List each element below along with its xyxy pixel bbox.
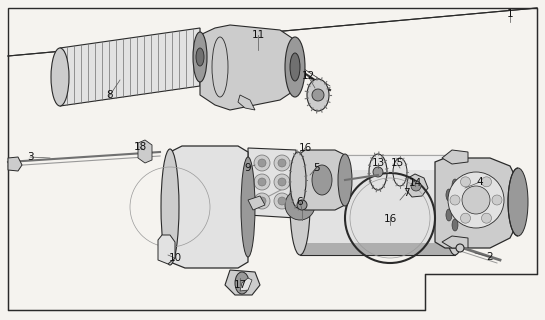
Polygon shape xyxy=(442,150,468,164)
Text: 13: 13 xyxy=(371,158,385,168)
Circle shape xyxy=(278,197,286,205)
Ellipse shape xyxy=(51,48,69,106)
Text: 12: 12 xyxy=(301,71,314,81)
Circle shape xyxy=(254,193,270,209)
Ellipse shape xyxy=(196,48,204,66)
Polygon shape xyxy=(300,155,455,170)
Circle shape xyxy=(450,195,460,205)
Polygon shape xyxy=(225,270,260,295)
Text: 16: 16 xyxy=(298,143,312,153)
Text: 6: 6 xyxy=(296,197,304,207)
Ellipse shape xyxy=(393,158,407,186)
Polygon shape xyxy=(238,95,255,110)
Circle shape xyxy=(274,193,290,209)
Text: 14: 14 xyxy=(408,178,422,188)
Circle shape xyxy=(492,195,502,205)
Circle shape xyxy=(278,159,286,167)
Polygon shape xyxy=(158,235,175,264)
Polygon shape xyxy=(8,157,22,171)
Polygon shape xyxy=(435,158,518,248)
Circle shape xyxy=(481,177,492,187)
Text: 4: 4 xyxy=(477,177,483,187)
Text: 9: 9 xyxy=(245,163,251,173)
Circle shape xyxy=(456,244,464,252)
Circle shape xyxy=(461,177,470,187)
Ellipse shape xyxy=(285,37,305,97)
Ellipse shape xyxy=(444,155,466,255)
Polygon shape xyxy=(60,28,200,106)
Text: 17: 17 xyxy=(233,280,247,290)
Text: 11: 11 xyxy=(251,30,265,40)
Polygon shape xyxy=(300,243,455,255)
Circle shape xyxy=(285,190,315,220)
Ellipse shape xyxy=(212,37,228,97)
Ellipse shape xyxy=(235,272,249,294)
Polygon shape xyxy=(442,236,468,248)
Circle shape xyxy=(278,178,286,186)
Ellipse shape xyxy=(290,152,306,208)
Polygon shape xyxy=(170,146,248,268)
Circle shape xyxy=(254,174,270,190)
Ellipse shape xyxy=(446,189,452,201)
Polygon shape xyxy=(248,148,296,218)
Circle shape xyxy=(481,213,492,223)
Text: 16: 16 xyxy=(383,214,397,224)
Polygon shape xyxy=(298,150,345,210)
Polygon shape xyxy=(240,278,252,291)
Text: 1: 1 xyxy=(507,9,513,19)
Ellipse shape xyxy=(446,209,452,221)
Polygon shape xyxy=(300,155,455,255)
Ellipse shape xyxy=(307,79,329,111)
Circle shape xyxy=(462,186,490,214)
Circle shape xyxy=(254,155,270,171)
Polygon shape xyxy=(248,196,265,210)
Text: 2: 2 xyxy=(487,252,493,262)
Ellipse shape xyxy=(452,179,458,191)
Circle shape xyxy=(411,181,421,191)
Circle shape xyxy=(258,178,266,186)
Ellipse shape xyxy=(290,155,310,255)
Circle shape xyxy=(312,89,324,101)
Ellipse shape xyxy=(508,168,528,236)
Circle shape xyxy=(373,167,383,177)
Circle shape xyxy=(448,172,504,228)
Polygon shape xyxy=(200,25,295,110)
Text: 15: 15 xyxy=(390,158,404,168)
Text: 18: 18 xyxy=(134,142,147,152)
Ellipse shape xyxy=(290,53,300,81)
Ellipse shape xyxy=(193,32,207,82)
Text: 10: 10 xyxy=(168,253,181,263)
Text: 8: 8 xyxy=(107,90,113,100)
Ellipse shape xyxy=(161,149,179,265)
Text: 5: 5 xyxy=(313,163,319,173)
Ellipse shape xyxy=(458,189,464,201)
Circle shape xyxy=(461,213,470,223)
Circle shape xyxy=(258,197,266,205)
Polygon shape xyxy=(138,140,152,163)
Polygon shape xyxy=(406,174,428,197)
Ellipse shape xyxy=(312,165,332,195)
Text: 3: 3 xyxy=(27,152,33,162)
Text: 7: 7 xyxy=(403,188,409,198)
Circle shape xyxy=(274,174,290,190)
Circle shape xyxy=(297,200,307,210)
Ellipse shape xyxy=(458,209,464,221)
Ellipse shape xyxy=(338,154,352,206)
Circle shape xyxy=(274,155,290,171)
Ellipse shape xyxy=(369,154,387,190)
Circle shape xyxy=(258,159,266,167)
Ellipse shape xyxy=(452,219,458,231)
Ellipse shape xyxy=(241,157,255,257)
